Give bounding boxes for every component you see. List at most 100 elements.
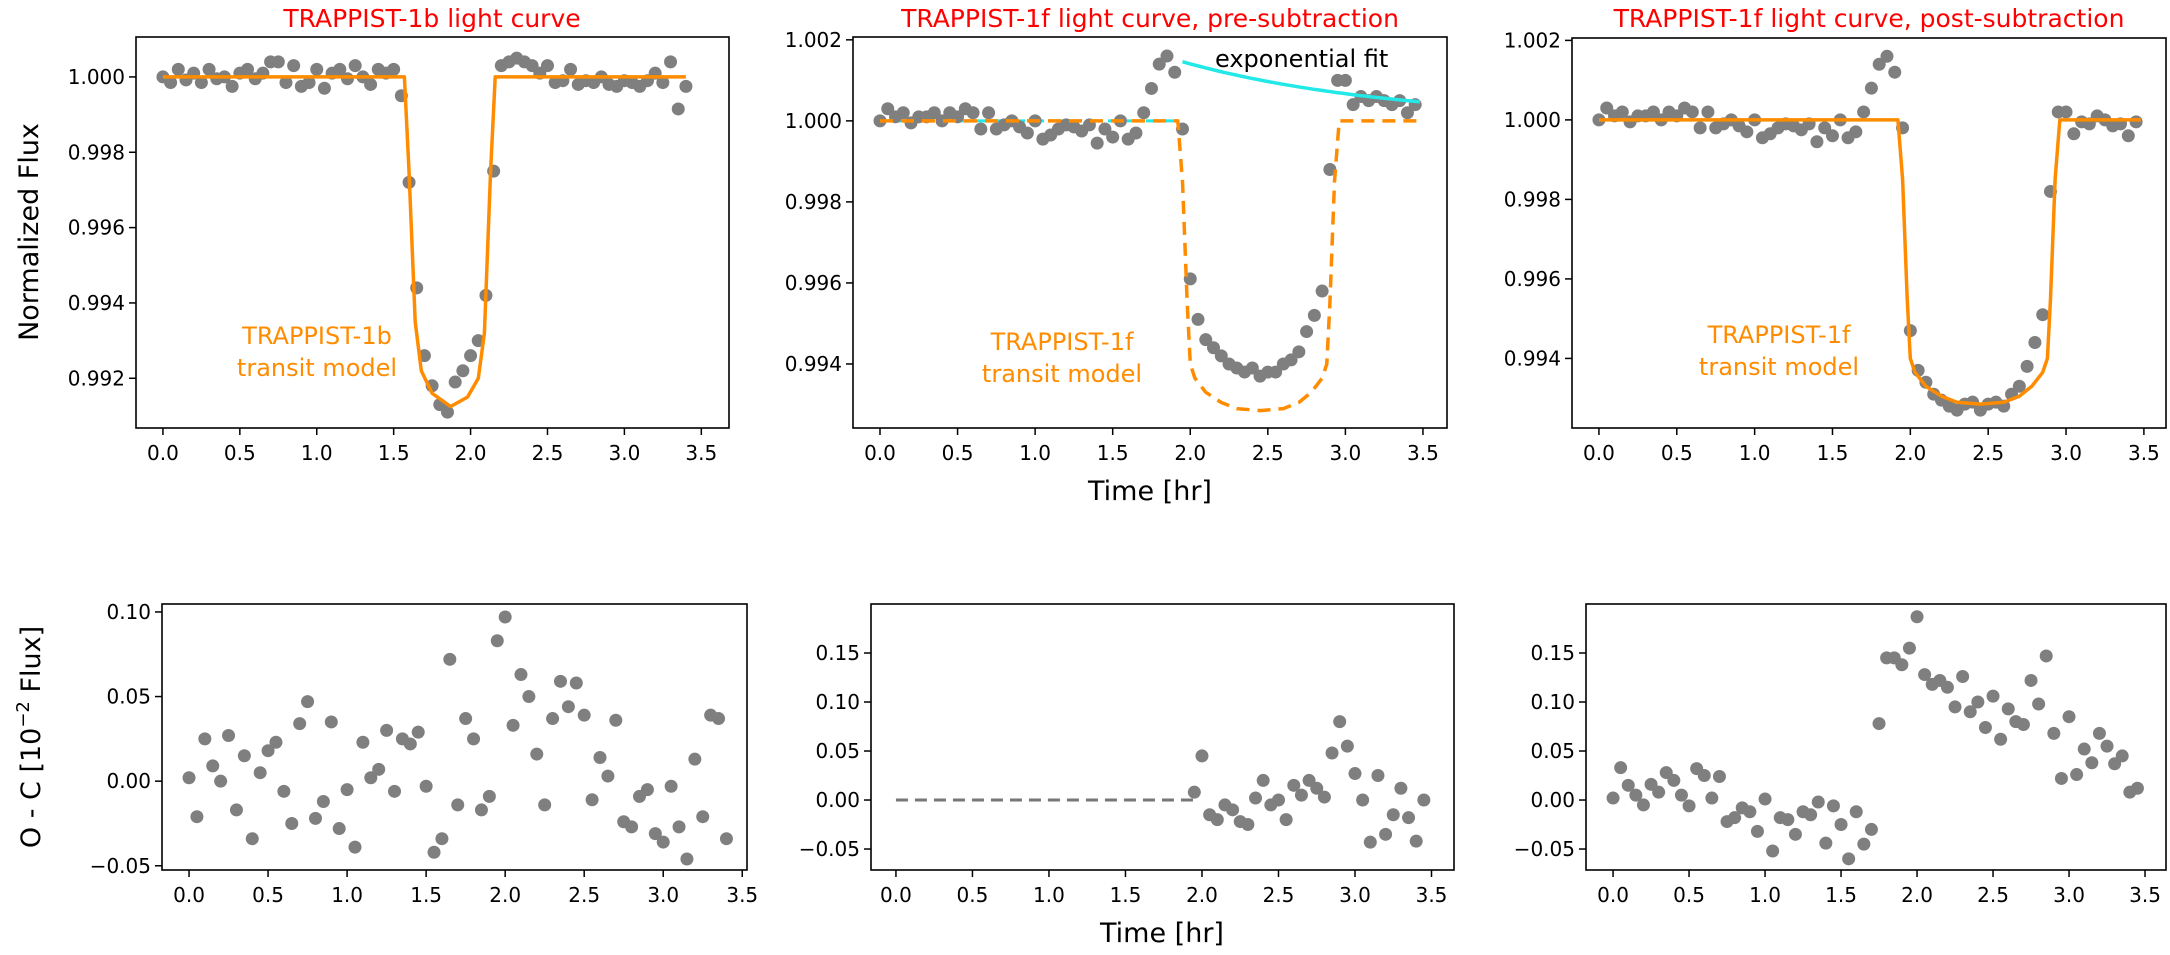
data-point	[1819, 836, 1833, 850]
data-point	[935, 114, 949, 128]
x-tick-label: 1.5	[1817, 441, 1849, 465]
data-point	[561, 700, 575, 714]
data-point	[1144, 81, 1158, 95]
data-point	[285, 816, 299, 830]
data-point	[241, 62, 255, 76]
data-point	[1788, 827, 1802, 841]
y-tick-label: 1.000	[785, 109, 842, 133]
title-b-light-curve: TRAPPIST-1b light curve	[282, 4, 580, 33]
data-point	[2054, 771, 2068, 785]
data-point	[625, 820, 639, 834]
data-point	[664, 779, 678, 793]
data-point	[1409, 834, 1423, 848]
x-tick-label: 3.5	[2128, 441, 2160, 465]
data-point	[293, 717, 307, 731]
title-f-pre-subtraction: TRAPPIST-1f light curve, pre-subtraction	[900, 4, 1399, 33]
data-point	[881, 102, 895, 116]
data-point	[1090, 136, 1104, 150]
data-point	[1226, 803, 1240, 817]
y-tick-label: 0.05	[1530, 739, 1575, 763]
data-point	[609, 713, 623, 727]
data-point	[1417, 793, 1431, 807]
data-point	[317, 81, 331, 95]
x-tick-label: 3.5	[1407, 441, 1439, 465]
data-point	[1400, 106, 1414, 120]
y-tick-label: −0.05	[90, 854, 151, 878]
data-point	[1210, 813, 1224, 827]
x-tick-label: 0.0	[864, 441, 896, 465]
data-point	[1667, 773, 1681, 787]
data-point	[1317, 790, 1331, 804]
x-tick-label: 3.0	[1339, 883, 1371, 907]
y-tick-label: 0.00	[1530, 788, 1575, 812]
plot-area	[182, 610, 733, 866]
x-tick-label: 0.5	[1661, 441, 1693, 465]
data-point	[1750, 824, 1764, 838]
data-point	[1615, 105, 1629, 119]
data-point	[1325, 746, 1339, 760]
data-point	[712, 712, 726, 726]
data-point	[1371, 769, 1385, 783]
data-point	[1948, 700, 1962, 714]
x-tick-label: 1.5	[378, 441, 410, 465]
data-point	[419, 779, 433, 793]
x-tick-label: 1.0	[331, 883, 363, 907]
y-tick-label: 0.994	[785, 352, 842, 376]
data-point	[214, 774, 228, 788]
x-tick-label: 2.5	[1972, 441, 2004, 465]
data-point	[1781, 813, 1795, 827]
data-point	[332, 822, 346, 836]
data-point	[538, 798, 552, 812]
data-point	[593, 750, 607, 764]
data-point	[316, 794, 330, 808]
data-point	[356, 735, 370, 749]
data-point	[506, 718, 520, 732]
data-point	[448, 375, 462, 389]
data-point	[1956, 670, 1970, 684]
data-point	[1978, 720, 1992, 734]
transit-model-line	[880, 119, 1420, 413]
ylabel-o-minus-c-pre: O - C [10	[16, 728, 47, 849]
data-point	[451, 798, 465, 812]
data-point	[1636, 798, 1650, 812]
data-point	[474, 803, 488, 817]
data-point	[530, 747, 544, 761]
y-tick-label: 1.002	[1504, 28, 1561, 52]
axes-frame	[870, 603, 1455, 871]
data-point	[435, 832, 449, 846]
y-tick-label: 0.996	[68, 216, 125, 240]
data-point	[1160, 49, 1174, 63]
x-tick-label: 3.0	[608, 441, 640, 465]
data-point	[1256, 773, 1270, 787]
ylabel-normalized-flux: Normalized Flux	[14, 123, 45, 341]
data-point	[2100, 739, 2114, 753]
y-tick-label: 0.05	[106, 685, 151, 709]
data-point	[182, 771, 196, 785]
data-point	[464, 349, 478, 363]
data-point	[2028, 336, 2042, 350]
plot-area	[895, 715, 1431, 849]
annotation-f-post-model-line1: TRAPPIST-1f	[1707, 321, 1851, 349]
data-point	[656, 835, 670, 849]
x-tick-label: 2.5	[1252, 441, 1284, 465]
data-point	[1918, 668, 1932, 682]
data-point	[2059, 105, 2073, 119]
y-tick-label: −0.05	[799, 837, 860, 861]
data-point	[340, 783, 354, 797]
y-tick-label: 0.10	[106, 600, 151, 624]
xlabel-time-bottom: Time [hr]	[1099, 918, 1224, 949]
data-point	[348, 59, 362, 73]
data-point	[1940, 680, 1954, 694]
data-point	[1766, 844, 1780, 858]
y-tick-label: 0.994	[68, 291, 125, 315]
y-tick-label: 0.00	[106, 769, 151, 793]
data-point	[540, 59, 554, 73]
data-point	[1338, 73, 1352, 87]
x-tick-label: 2.5	[532, 441, 564, 465]
data-point	[490, 634, 504, 648]
data-point	[1098, 122, 1112, 136]
x-tick-label: 1.0	[301, 441, 333, 465]
x-tick-label: 3.5	[685, 441, 717, 465]
data-point	[269, 735, 283, 749]
data-point	[222, 728, 236, 742]
